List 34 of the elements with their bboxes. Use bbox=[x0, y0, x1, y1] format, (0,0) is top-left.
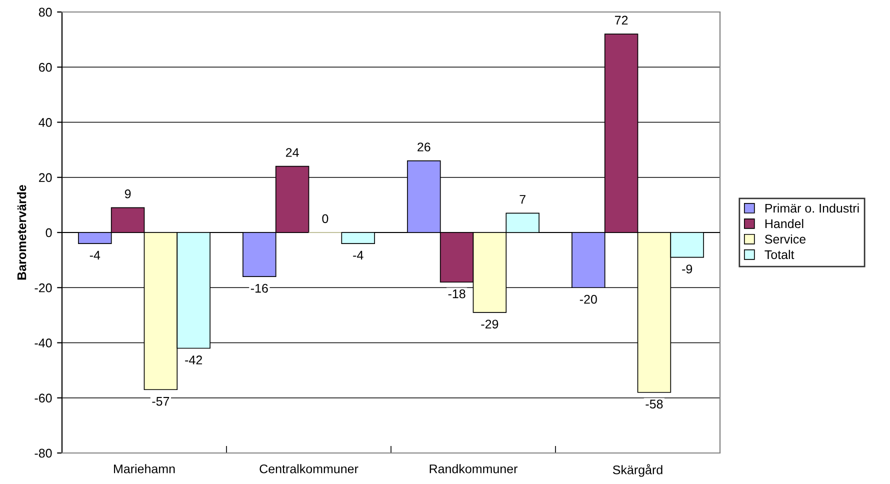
data-label: -16 bbox=[250, 284, 268, 293]
data-label: -9 bbox=[682, 264, 692, 274]
x-tick-label: Mariehamn bbox=[114, 464, 175, 474]
y-axis-title: Barometervärde bbox=[17, 184, 26, 280]
y-tick-label: -80 bbox=[34, 448, 52, 458]
legend-label: Totalt bbox=[764, 250, 794, 260]
y-tick-label: -20 bbox=[34, 283, 52, 292]
data-label: 24 bbox=[286, 148, 299, 157]
legend-label: Handel bbox=[765, 218, 804, 228]
x-tick-label: Skärgård bbox=[612, 464, 662, 477]
x-tick-label: Randkommuner bbox=[430, 464, 518, 474]
data-label: -20 bbox=[580, 294, 597, 304]
data-label: -4 bbox=[90, 250, 100, 260]
data-label: -29 bbox=[481, 320, 498, 329]
y-tick-label: 80 bbox=[38, 8, 52, 17]
legend-label: Service bbox=[764, 234, 806, 244]
y-tick-label: 20 bbox=[39, 173, 52, 182]
data-label: 72 bbox=[614, 16, 628, 25]
data-label: 0 bbox=[322, 214, 328, 224]
data-label: -18 bbox=[448, 289, 466, 298]
data-label: 9 bbox=[124, 189, 131, 198]
y-tick-label: -40 bbox=[34, 338, 52, 348]
y-tick-label: -60 bbox=[34, 394, 52, 403]
data-label: 7 bbox=[520, 195, 526, 204]
y-tick-label: 40 bbox=[38, 118, 52, 127]
data-label: -42 bbox=[185, 356, 202, 364]
x-tick-label: Centralkommuner bbox=[260, 464, 358, 474]
data-label: -4 bbox=[353, 250, 364, 260]
data-label: -57 bbox=[152, 397, 170, 406]
data-label: -58 bbox=[646, 400, 663, 408]
data-label: 26 bbox=[418, 142, 430, 152]
legend-label: Primär o. Industri bbox=[765, 204, 859, 213]
y-tick-label: 60 bbox=[39, 62, 52, 72]
y-tick-label: 0 bbox=[46, 228, 52, 238]
